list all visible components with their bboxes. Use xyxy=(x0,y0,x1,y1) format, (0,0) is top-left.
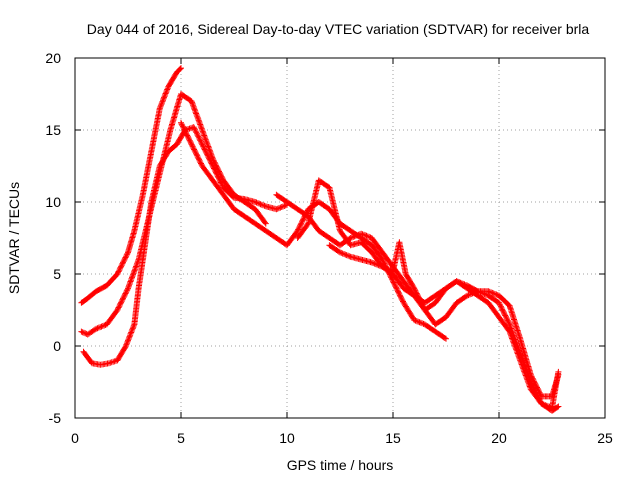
x-tick-label: 0 xyxy=(71,430,79,446)
series-track-5 xyxy=(273,191,562,414)
y-tick-label: 0 xyxy=(53,338,61,354)
plot-frame xyxy=(74,57,606,419)
x-axis-title: GPS time / hours xyxy=(287,457,394,473)
y-tick-label: 15 xyxy=(45,122,61,138)
x-tick-label: 20 xyxy=(491,430,507,446)
y-tick-label: 20 xyxy=(45,50,61,66)
data-point-markers xyxy=(78,65,184,306)
x-tick-label: 5 xyxy=(177,430,185,446)
chart-title: Day 044 of 2016, Sidereal Day-to-day VTE… xyxy=(87,21,590,37)
data-point-markers xyxy=(273,191,562,414)
series-track-4 xyxy=(178,119,449,342)
data-point-markers xyxy=(178,119,449,342)
data-point-markers xyxy=(80,124,290,368)
y-tick-label: 5 xyxy=(53,266,61,282)
x-tick-label: 10 xyxy=(279,430,295,446)
x-tick-label: 15 xyxy=(385,430,401,446)
data-point-markers xyxy=(294,177,562,411)
series-track-7 xyxy=(326,239,562,400)
x-tick-label: 25 xyxy=(597,430,613,446)
data-points xyxy=(78,65,562,414)
series-track-6 xyxy=(294,177,562,411)
y-tick-label: -5 xyxy=(49,410,62,426)
data-point-markers xyxy=(326,239,562,400)
grid xyxy=(75,58,605,418)
y-tick-label: 10 xyxy=(45,194,61,210)
ticks: 0 5 10 15 20 25 -5 0 5 10 15 20 xyxy=(45,50,613,446)
series-track-3 xyxy=(80,124,290,368)
series-track-2 xyxy=(78,65,184,306)
y-axis-title: SDTVAR / TECUs xyxy=(6,182,22,294)
